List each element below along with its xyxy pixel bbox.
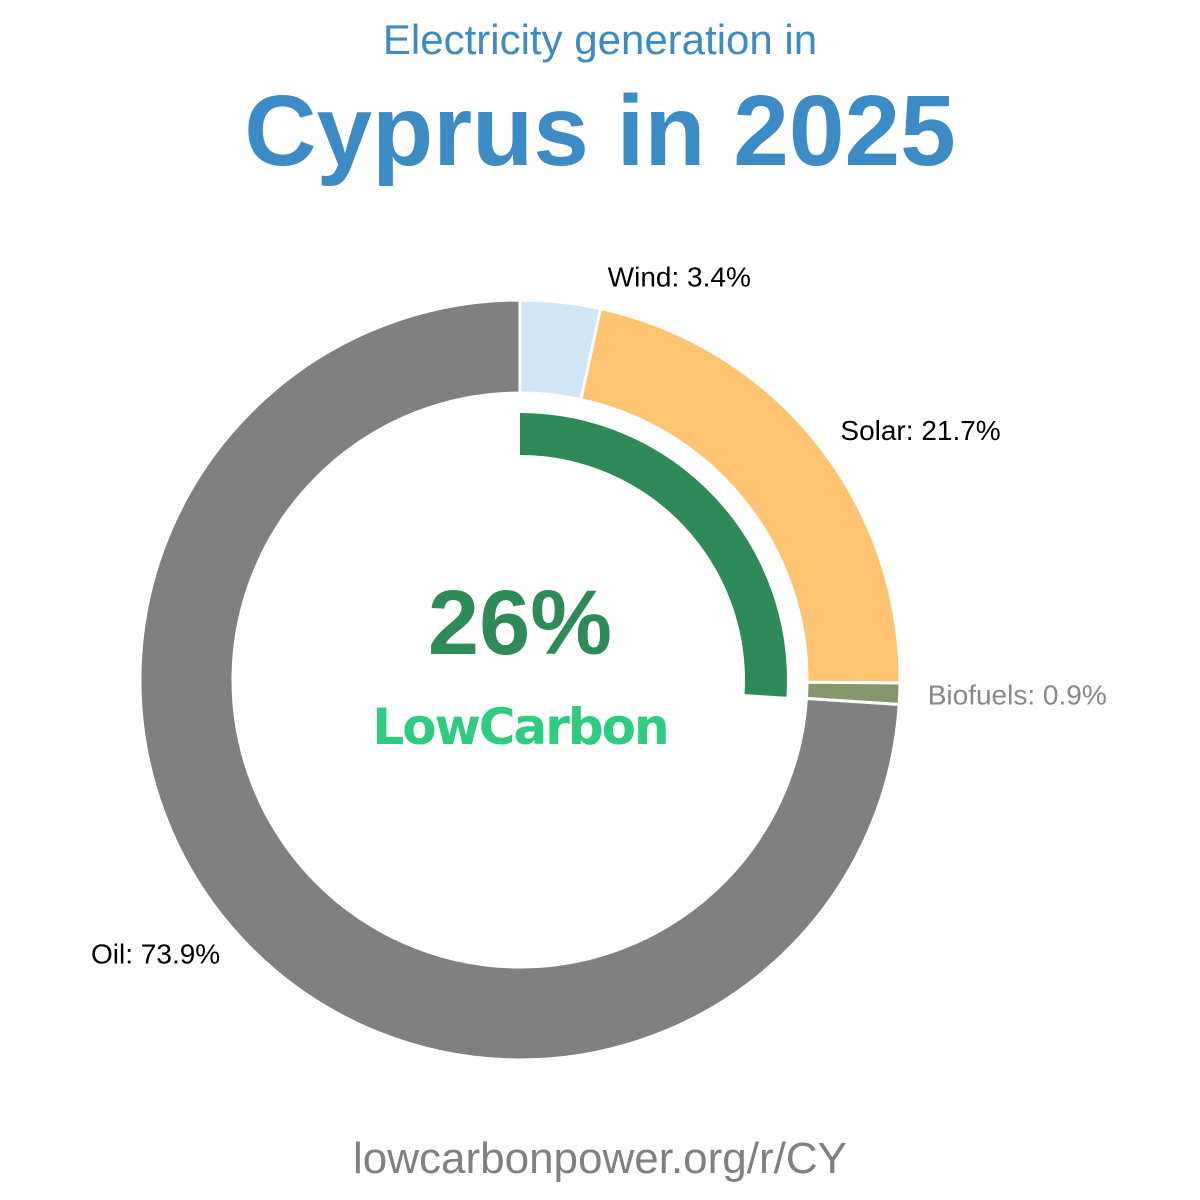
label-solar: Solar: 21.7%: [840, 415, 1000, 446]
label-biofuels: Biofuels: 0.9%: [928, 679, 1107, 710]
chart-subtitle: Electricity generation in: [382, 16, 818, 63]
low-carbon-arc: [520, 413, 787, 697]
label-oil: Oil: 73.9%: [91, 939, 220, 970]
label-wind: Wind: 3.4%: [608, 261, 751, 292]
chart-title: Cyprus in 2025: [244, 75, 956, 187]
lowcarbon-logo: LowCarbon: [372, 698, 667, 756]
source-url[interactable]: lowcarbonpower.org/r/CY: [352, 1134, 847, 1183]
low-carbon-percentage: 26%: [428, 572, 612, 674]
slice-oil: [138, 298, 901, 1062]
